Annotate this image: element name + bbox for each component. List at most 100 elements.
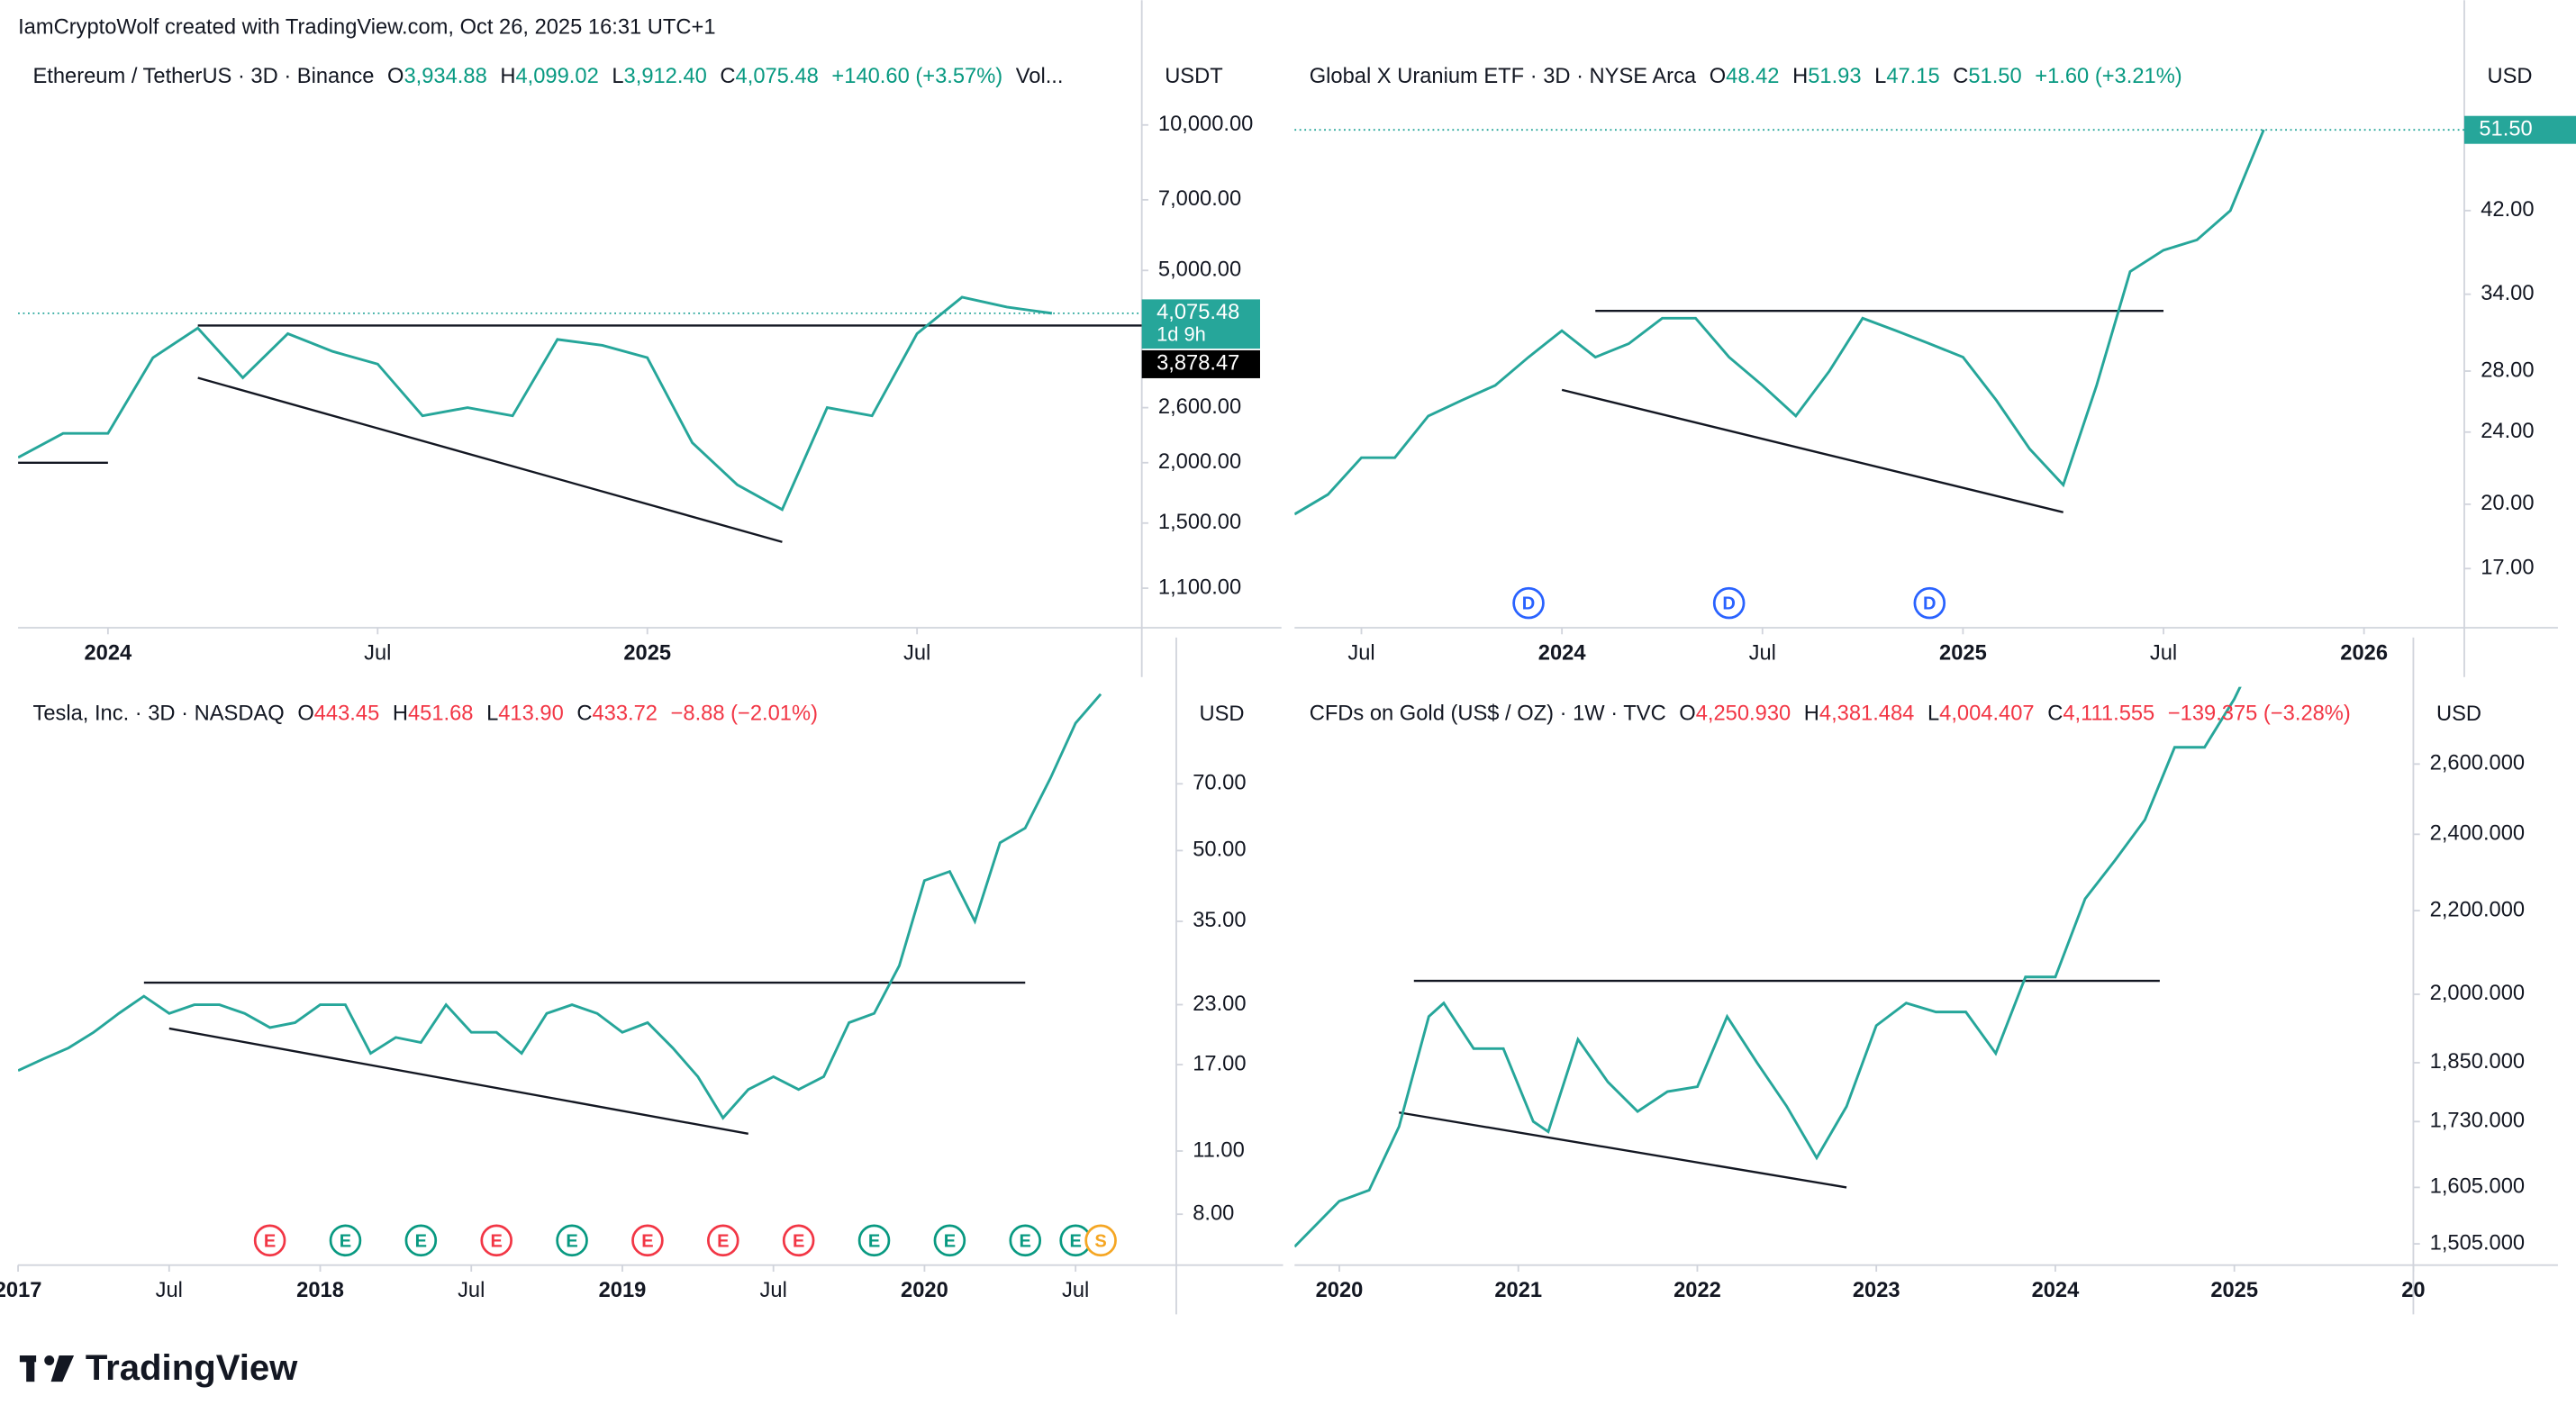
y-tick-label: 5,000.00: [1158, 258, 1241, 282]
volume-toggle: Vol...: [1016, 65, 1064, 88]
chart-header: Ethereum / TetherUS · 3D · Binance O3,934…: [32, 65, 1063, 88]
credit: IamCryptoWolf created with TradingView.c…: [18, 15, 715, 39]
logo-mark: [26, 1355, 35, 1382]
y-tick-label: 1,850.000: [2430, 1050, 2525, 1074]
trend-line: [1399, 1111, 1847, 1189]
price-label: 4,075.48: [1156, 301, 1239, 324]
chart-header: Global X Uranium ETF · 3D · NYSE Arca O48…: [1310, 65, 2182, 88]
y-tick-label: 23.00: [1193, 992, 1246, 1016]
trend-line: [197, 376, 783, 543]
quote-value: 4,004.407: [1939, 702, 2034, 726]
x-tick-label: Jul: [2150, 641, 2177, 665]
quote-key: O: [1710, 65, 1726, 88]
event-marker: [933, 1224, 966, 1257]
chart-panel: 70.00 50.00 35.00 23.00 17.00 11.00 8.00 2017 Ju…: [0, 637, 1283, 1315]
event-label: D: [1722, 594, 1735, 614]
x-tick-label: Jul: [1749, 641, 1776, 665]
event-marker: [631, 1224, 664, 1257]
x-tick-label: 2024: [1538, 641, 1587, 665]
chart-panel: 10,000.00 7,000.00 5,000.00 2,600.00 2,000.0…: [18, 0, 1282, 677]
x-tick-label: 2025: [2210, 1279, 2258, 1302]
x-tick-label: Jul: [364, 641, 391, 665]
event-marker: [782, 1224, 815, 1257]
x-tick-label: 2024: [85, 641, 133, 665]
price-line: [1294, 129, 2265, 516]
x-tick-label: 2025: [623, 641, 671, 665]
quote-value: 4,111.555: [2063, 702, 2154, 726]
y-tick-label: 10,000.00: [1158, 113, 1253, 136]
event-marker: [1712, 586, 1746, 620]
event-marker: [329, 1224, 362, 1257]
event-label: D: [1923, 594, 1936, 614]
event-marker: [404, 1224, 438, 1257]
event-label: E: [793, 1231, 804, 1251]
event-label: E: [641, 1231, 653, 1251]
quote-value: 4,075.48: [736, 65, 819, 88]
currency: USDT: [1165, 65, 1223, 88]
y-tick-label: 2,400.000: [2430, 822, 2525, 846]
x-tick-label: Jul: [1062, 1279, 1089, 1302]
quote-key: O: [387, 65, 404, 88]
price-label: 3,878.47: [1156, 352, 1239, 376]
quote-key: O: [1679, 702, 1695, 726]
y-tick-label: 1,100.00: [1158, 576, 1241, 599]
x-tick-label: 2026: [2340, 641, 2388, 665]
x-tick-label: 2024: [2032, 1279, 2081, 1302]
y-tick-label: 70.00: [1193, 772, 1246, 795]
quote-key: H: [500, 65, 515, 88]
y-tick-label: 2,600.000: [2430, 752, 2525, 775]
quote-key: L: [1927, 702, 1939, 726]
quote-value: 48.42: [1726, 65, 1779, 88]
y-tick-label: 28.00: [2481, 358, 2534, 382]
y-tick-label: 1,500.00: [1158, 511, 1241, 534]
quote-key: C: [1953, 65, 1968, 88]
chart-title: Ethereum / TetherUS · 3D · Binance: [32, 65, 374, 88]
x-tick-label: Jul: [903, 641, 930, 665]
quote-value: 3,912.40: [624, 65, 707, 88]
logo-text: TradingView: [86, 1347, 298, 1388]
x-tick-label: 2025: [1939, 641, 1987, 665]
chart-header: Tesla, Inc. · 3D · NASDAQ O443.45 H451.68 L…: [32, 702, 817, 726]
quote-key: L: [1874, 65, 1886, 88]
event-label: E: [717, 1231, 729, 1251]
quote-key: H: [1804, 702, 1819, 726]
price-label-box: [1141, 299, 1260, 349]
chart-panel: 2,600.000 2,400.000 2,200.000 2,000.000 1,85…: [1294, 637, 2558, 1315]
event-marker: [1913, 586, 1946, 620]
quote-key: H: [393, 702, 408, 726]
quote-change: −139.375 (−3.28%): [2168, 702, 2351, 726]
chart-title: Global X Uranium ETF · 3D · NYSE Arca: [1310, 65, 1697, 88]
y-tick-label: 7,000.00: [1158, 187, 1241, 211]
event-label: E: [491, 1231, 503, 1251]
x-tick-label: 2021: [1494, 1279, 1542, 1302]
quote-key: O: [297, 702, 313, 726]
x-tick-label: 2020: [901, 1279, 948, 1302]
event-label: E: [264, 1231, 276, 1251]
quote-value: 443.45: [314, 702, 380, 726]
x-tick-label: 2022: [1673, 1279, 1721, 1302]
trend-line: [168, 1027, 748, 1136]
quote-value: 413.90: [498, 702, 564, 726]
y-tick-label: 50.00: [1193, 838, 1246, 862]
price-label: 51.50: [2479, 117, 2532, 140]
x-tick-label: 2018: [296, 1279, 344, 1302]
price-label-box: [2463, 115, 2576, 144]
y-tick-label: 2,200.000: [2430, 898, 2525, 921]
x-tick-label: 2017: [0, 1279, 41, 1302]
y-tick-label: 2,000.000: [2430, 982, 2525, 1005]
event-label: E: [340, 1231, 351, 1251]
event-label: E: [868, 1231, 880, 1251]
y-tick-label: 17.00: [2481, 557, 2534, 580]
quote-key: L: [612, 65, 623, 88]
quote-key: C: [2047, 702, 2063, 726]
x-tick-label: Jul: [760, 1279, 787, 1302]
y-tick-label: 8.00: [1193, 1201, 1234, 1225]
x-tick-label: Jul: [458, 1279, 485, 1302]
y-tick-label: 2,600.00: [1158, 395, 1241, 419]
quote-value: 4,099.02: [515, 65, 598, 88]
quote-value: 451.68: [408, 702, 474, 726]
y-tick-label: 1,605.000: [2430, 1175, 2525, 1199]
x-tick-label: 20: [2401, 1279, 2425, 1302]
currency: USD: [2488, 65, 2533, 88]
